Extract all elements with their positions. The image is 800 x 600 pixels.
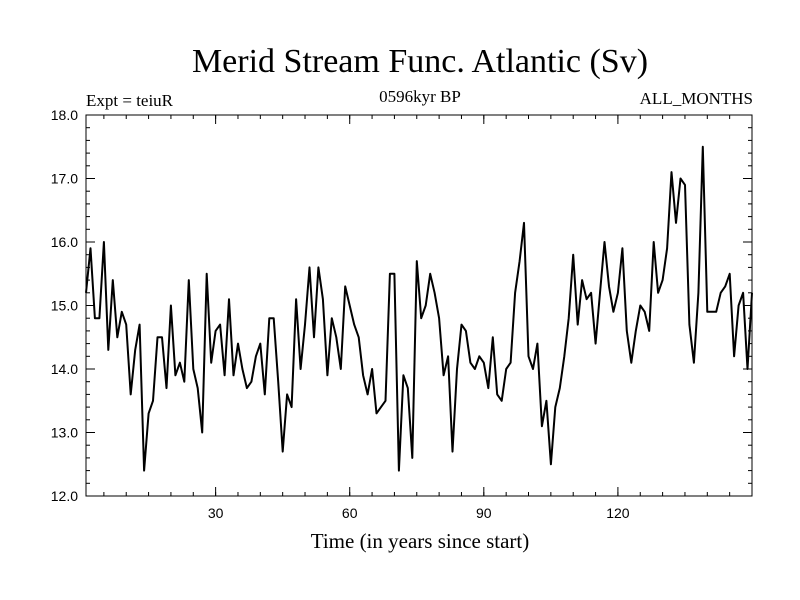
x-tick-label: 60 — [342, 505, 358, 521]
subtitle-experiment: Expt = teiuR — [86, 91, 174, 110]
subtitle-period: 0596kyr BP — [379, 87, 461, 106]
y-tick-label: 14.0 — [51, 361, 78, 377]
y-tick-label: 16.0 — [51, 234, 78, 250]
series-group — [85, 145, 753, 472]
y-tick-label: 15.0 — [51, 298, 78, 314]
x-tick-label: 30 — [208, 505, 224, 521]
y-tick-label: 13.0 — [51, 425, 78, 441]
y-tick-label: 12.0 — [51, 488, 78, 504]
x-tick-label: 120 — [606, 505, 630, 521]
plot-frame — [85, 114, 753, 497]
x-tick-label: 90 — [476, 505, 492, 521]
y-tick-label: 18.0 — [51, 107, 78, 123]
axes: 12.0 13.0 14.0 15.0 16.0 17.0 18.0 30 60 90 120 — [51, 107, 753, 521]
chart-title: Merid Stream Func. Atlantic (Sv) — [192, 43, 648, 80]
x-axis-label: Time (in years since start) — [311, 529, 530, 553]
series-line — [85, 145, 753, 472]
y-tick-label: 17.0 — [51, 171, 78, 187]
subtitle-months: ALL_MONTHS — [640, 89, 753, 108]
